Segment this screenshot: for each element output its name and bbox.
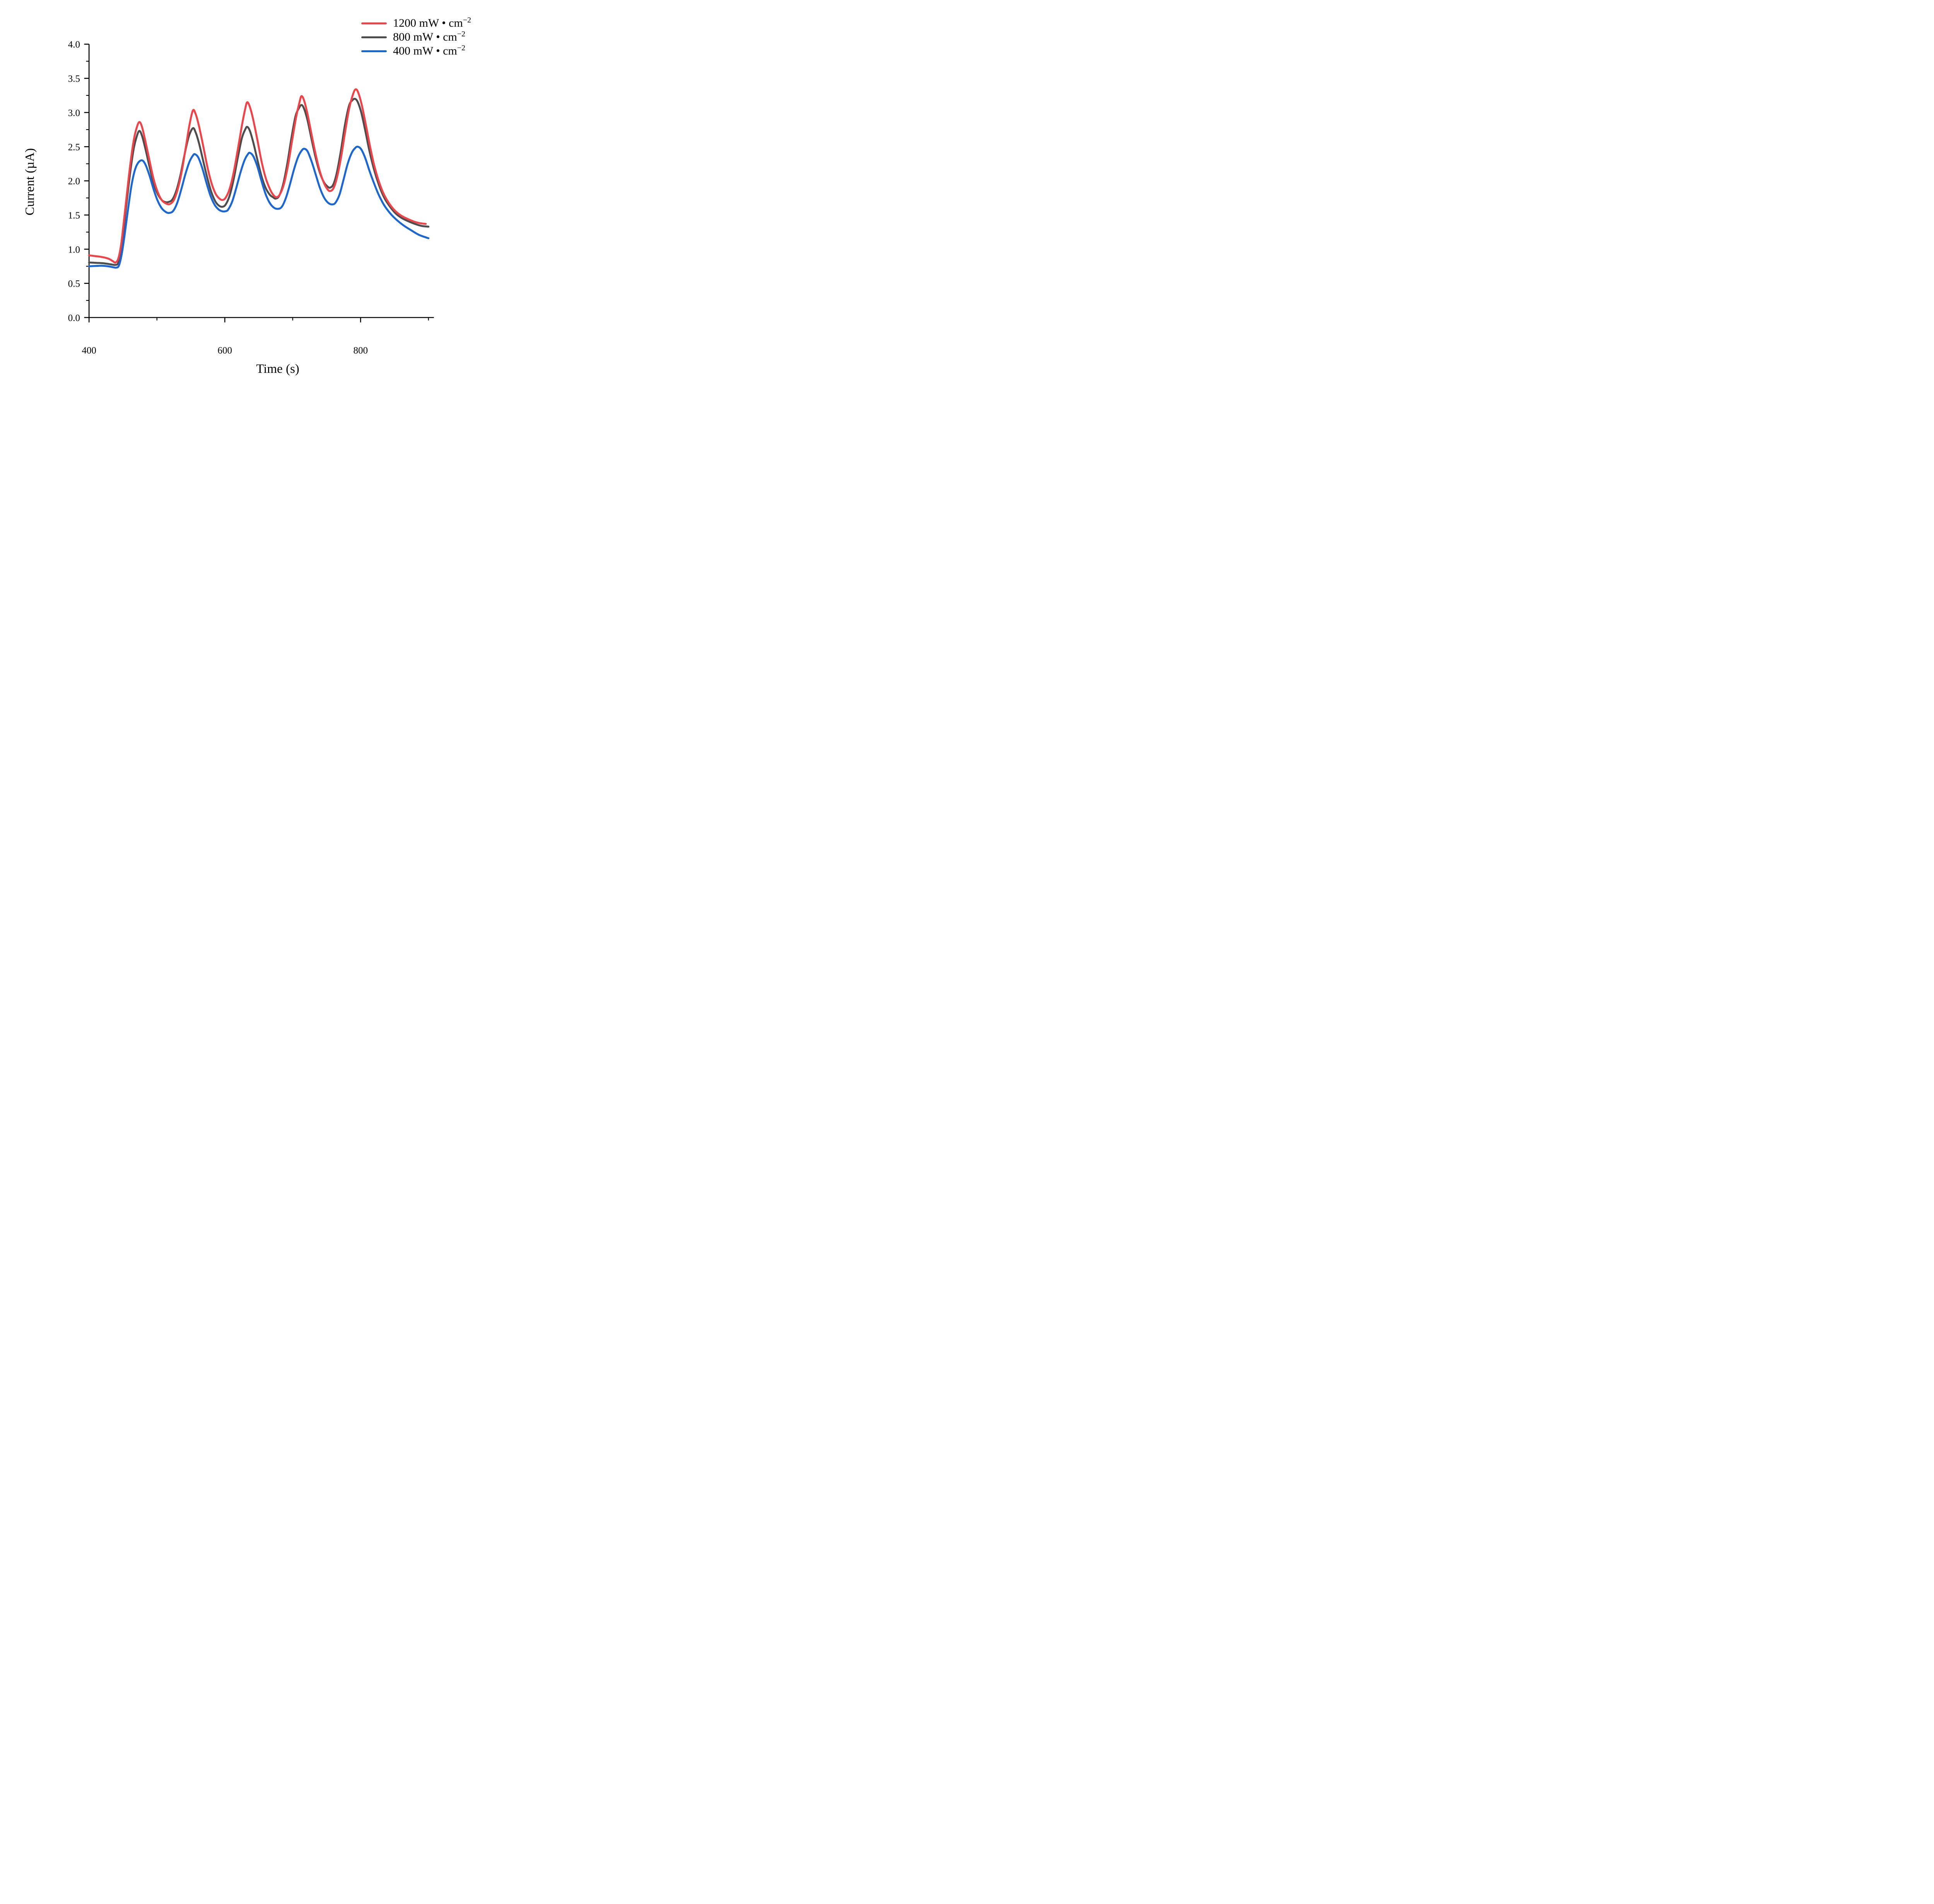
y-tick-label: 1.0 [68, 244, 80, 255]
series-line-800mw [88, 97, 430, 266]
x-axis-title-text: Time (s) [256, 362, 299, 376]
y-tick-label: 0.5 [68, 279, 80, 289]
figure: 400 600 800 0.0 0.5 1.0 1.5 2.0 2.5 3.0 3.5 4.0 Cur… [0, 0, 497, 381]
x-axis-title: Time (s) [256, 362, 299, 376]
y-tick-label: 3.5 [68, 74, 80, 84]
x-tick-label: 800 [353, 345, 368, 356]
legend-item-400mw: 400 mW • cm−2 [361, 44, 471, 58]
legend-swatch-1200mw [361, 22, 387, 24]
x-tick-label: 600 [217, 345, 232, 356]
legend-item-1200mw: 1200 mW • cm−2 [361, 16, 471, 30]
current-vs-time-chart: 400 600 800 0.0 0.5 1.0 1.5 2.0 2.5 3.0 3.5 4.0 [68, 39, 434, 356]
legend-swatch-400mw [361, 50, 387, 52]
legend-label-exponent: −2 [457, 30, 466, 38]
legend-label-exponent: −2 [463, 16, 472, 24]
x-tick-label: 400 [82, 345, 96, 356]
y-tick-label: 4.0 [68, 39, 80, 50]
series-line-400mw [88, 145, 430, 269]
y-axis-title-text: Current (µA) [23, 148, 37, 215]
y-tick-label: 0.0 [68, 313, 80, 323]
legend-label-text: 1200 mW • cm [393, 17, 463, 29]
legend: 1200 mW • cm−2 800 mW • cm−2 400 mW • cm… [361, 16, 471, 58]
legend-swatch-800mw [361, 36, 387, 38]
legend-label-exponent: −2 [457, 44, 466, 52]
legend-item-800mw: 800 mW • cm−2 [361, 30, 471, 44]
y-tick-label: 2.5 [68, 142, 80, 152]
legend-label-text: 400 mW • cm [393, 44, 457, 57]
legend-label-text: 800 mW • cm [393, 31, 457, 43]
series-line-1200mw [88, 88, 427, 264]
y-tick-label: 1.5 [68, 210, 80, 221]
y-tick-label: 3.0 [68, 108, 80, 118]
legend-label-800mw: 800 mW • cm−2 [393, 30, 466, 44]
y-tick-label: 2.0 [68, 176, 80, 187]
legend-label-1200mw: 1200 mW • cm−2 [393, 16, 472, 30]
y-axis-title: Current (µA) [23, 148, 38, 215]
legend-label-400mw: 400 mW • cm−2 [393, 44, 465, 58]
